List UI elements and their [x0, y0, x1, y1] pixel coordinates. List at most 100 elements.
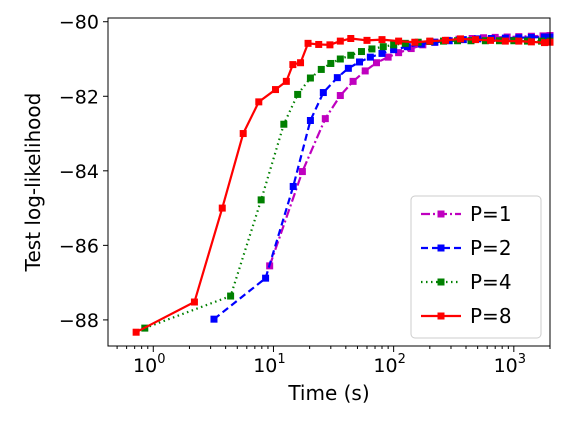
series-point — [344, 64, 352, 72]
legend-label: P=8 — [470, 304, 512, 328]
y-axis-label: Test log-likelihood — [21, 93, 45, 273]
series-point — [372, 59, 380, 67]
series-point — [239, 130, 247, 138]
series-point — [357, 48, 365, 56]
series-point — [210, 315, 218, 323]
series-point — [280, 120, 288, 128]
series-point — [327, 59, 335, 67]
series-point — [336, 92, 344, 100]
series-point — [349, 77, 357, 85]
series-point — [395, 37, 403, 45]
series-point — [379, 43, 387, 51]
x-tick-exponent: 1 — [277, 352, 285, 367]
series-point — [390, 41, 398, 49]
x-tick-label: 101 — [253, 352, 285, 377]
x-tick-label: 102 — [373, 352, 405, 377]
series-point — [336, 55, 344, 63]
series-point — [336, 37, 344, 45]
series-point — [356, 58, 364, 66]
x-tick-exponent: 3 — [518, 352, 526, 367]
axes-frame — [107, 17, 551, 347]
series-point — [527, 33, 535, 41]
legend-marker — [437, 244, 445, 252]
y-tick-label: −80 — [59, 12, 99, 34]
series-point — [347, 35, 355, 42]
series-point — [255, 98, 263, 106]
series-point — [411, 38, 419, 46]
series-point — [426, 37, 434, 45]
series-point — [289, 182, 297, 190]
series-point — [487, 36, 495, 44]
legend-marker — [437, 312, 445, 320]
series-point — [227, 292, 235, 300]
x-tick-label: 100 — [133, 352, 165, 377]
legend-label: P=2 — [470, 236, 512, 260]
series-point — [366, 53, 374, 61]
series-point — [368, 45, 376, 53]
series-point — [294, 90, 302, 98]
series-point — [306, 117, 314, 124]
legend-item-2: P=2 — [421, 236, 512, 260]
legend-marker — [437, 210, 445, 218]
series-point — [272, 86, 280, 94]
series-point — [395, 49, 403, 57]
series-point — [190, 298, 198, 306]
legend-label: P=1 — [470, 202, 512, 226]
series-point — [361, 67, 369, 75]
legend-label: P=4 — [470, 270, 512, 294]
y-tick-label: −88 — [59, 310, 99, 332]
series-point — [472, 36, 480, 44]
legend-marker — [437, 278, 445, 286]
series-point — [289, 61, 297, 69]
series-point — [347, 51, 355, 59]
legend: P=1 P=2 P=4 P=8 — [410, 195, 542, 339]
series-4 — [132, 35, 554, 336]
series-point — [441, 36, 449, 44]
series-point — [298, 168, 306, 176]
series-point — [333, 74, 341, 82]
series-point — [262, 274, 270, 282]
y-tick-label: −84 — [59, 161, 99, 183]
series-point — [501, 37, 509, 45]
series-point — [319, 89, 327, 97]
series-point — [218, 204, 226, 212]
series-point — [515, 37, 523, 45]
series-point — [384, 53, 392, 61]
x-tick-exponent: 2 — [398, 352, 406, 367]
series-point — [431, 38, 439, 46]
series-point — [378, 49, 386, 57]
x-tick-label: 103 — [494, 352, 526, 377]
series-point — [257, 196, 265, 204]
series-point — [363, 36, 371, 44]
series-point — [326, 41, 334, 49]
series-point — [321, 115, 329, 123]
series-point — [401, 39, 409, 47]
series-point — [315, 40, 323, 48]
y-tick-label: −82 — [59, 86, 99, 108]
legend-item-1: P=1 — [421, 202, 512, 226]
series-point — [317, 65, 325, 73]
series-point — [390, 46, 398, 54]
series-point — [306, 74, 314, 82]
series-point — [541, 39, 549, 47]
y-tick-label: −86 — [59, 235, 99, 257]
series-point — [527, 38, 535, 46]
series-point — [132, 328, 140, 336]
series-point — [282, 77, 290, 85]
series-layer — [132, 32, 554, 336]
legend-item-3: P=4 — [421, 270, 512, 294]
series-line — [144, 39, 550, 330]
series-point — [467, 37, 475, 45]
legend-box — [410, 195, 542, 339]
legend-item-4: P=8 — [421, 304, 512, 328]
series-point — [541, 33, 549, 41]
series-point — [378, 36, 386, 44]
series-line — [135, 37, 551, 334]
series-point — [491, 33, 499, 41]
series-point — [407, 45, 415, 53]
series-point — [456, 35, 464, 43]
x-tick-exponent: 0 — [157, 352, 165, 367]
series-point — [304, 39, 312, 47]
x-axis-label: Time (s) — [287, 381, 369, 405]
